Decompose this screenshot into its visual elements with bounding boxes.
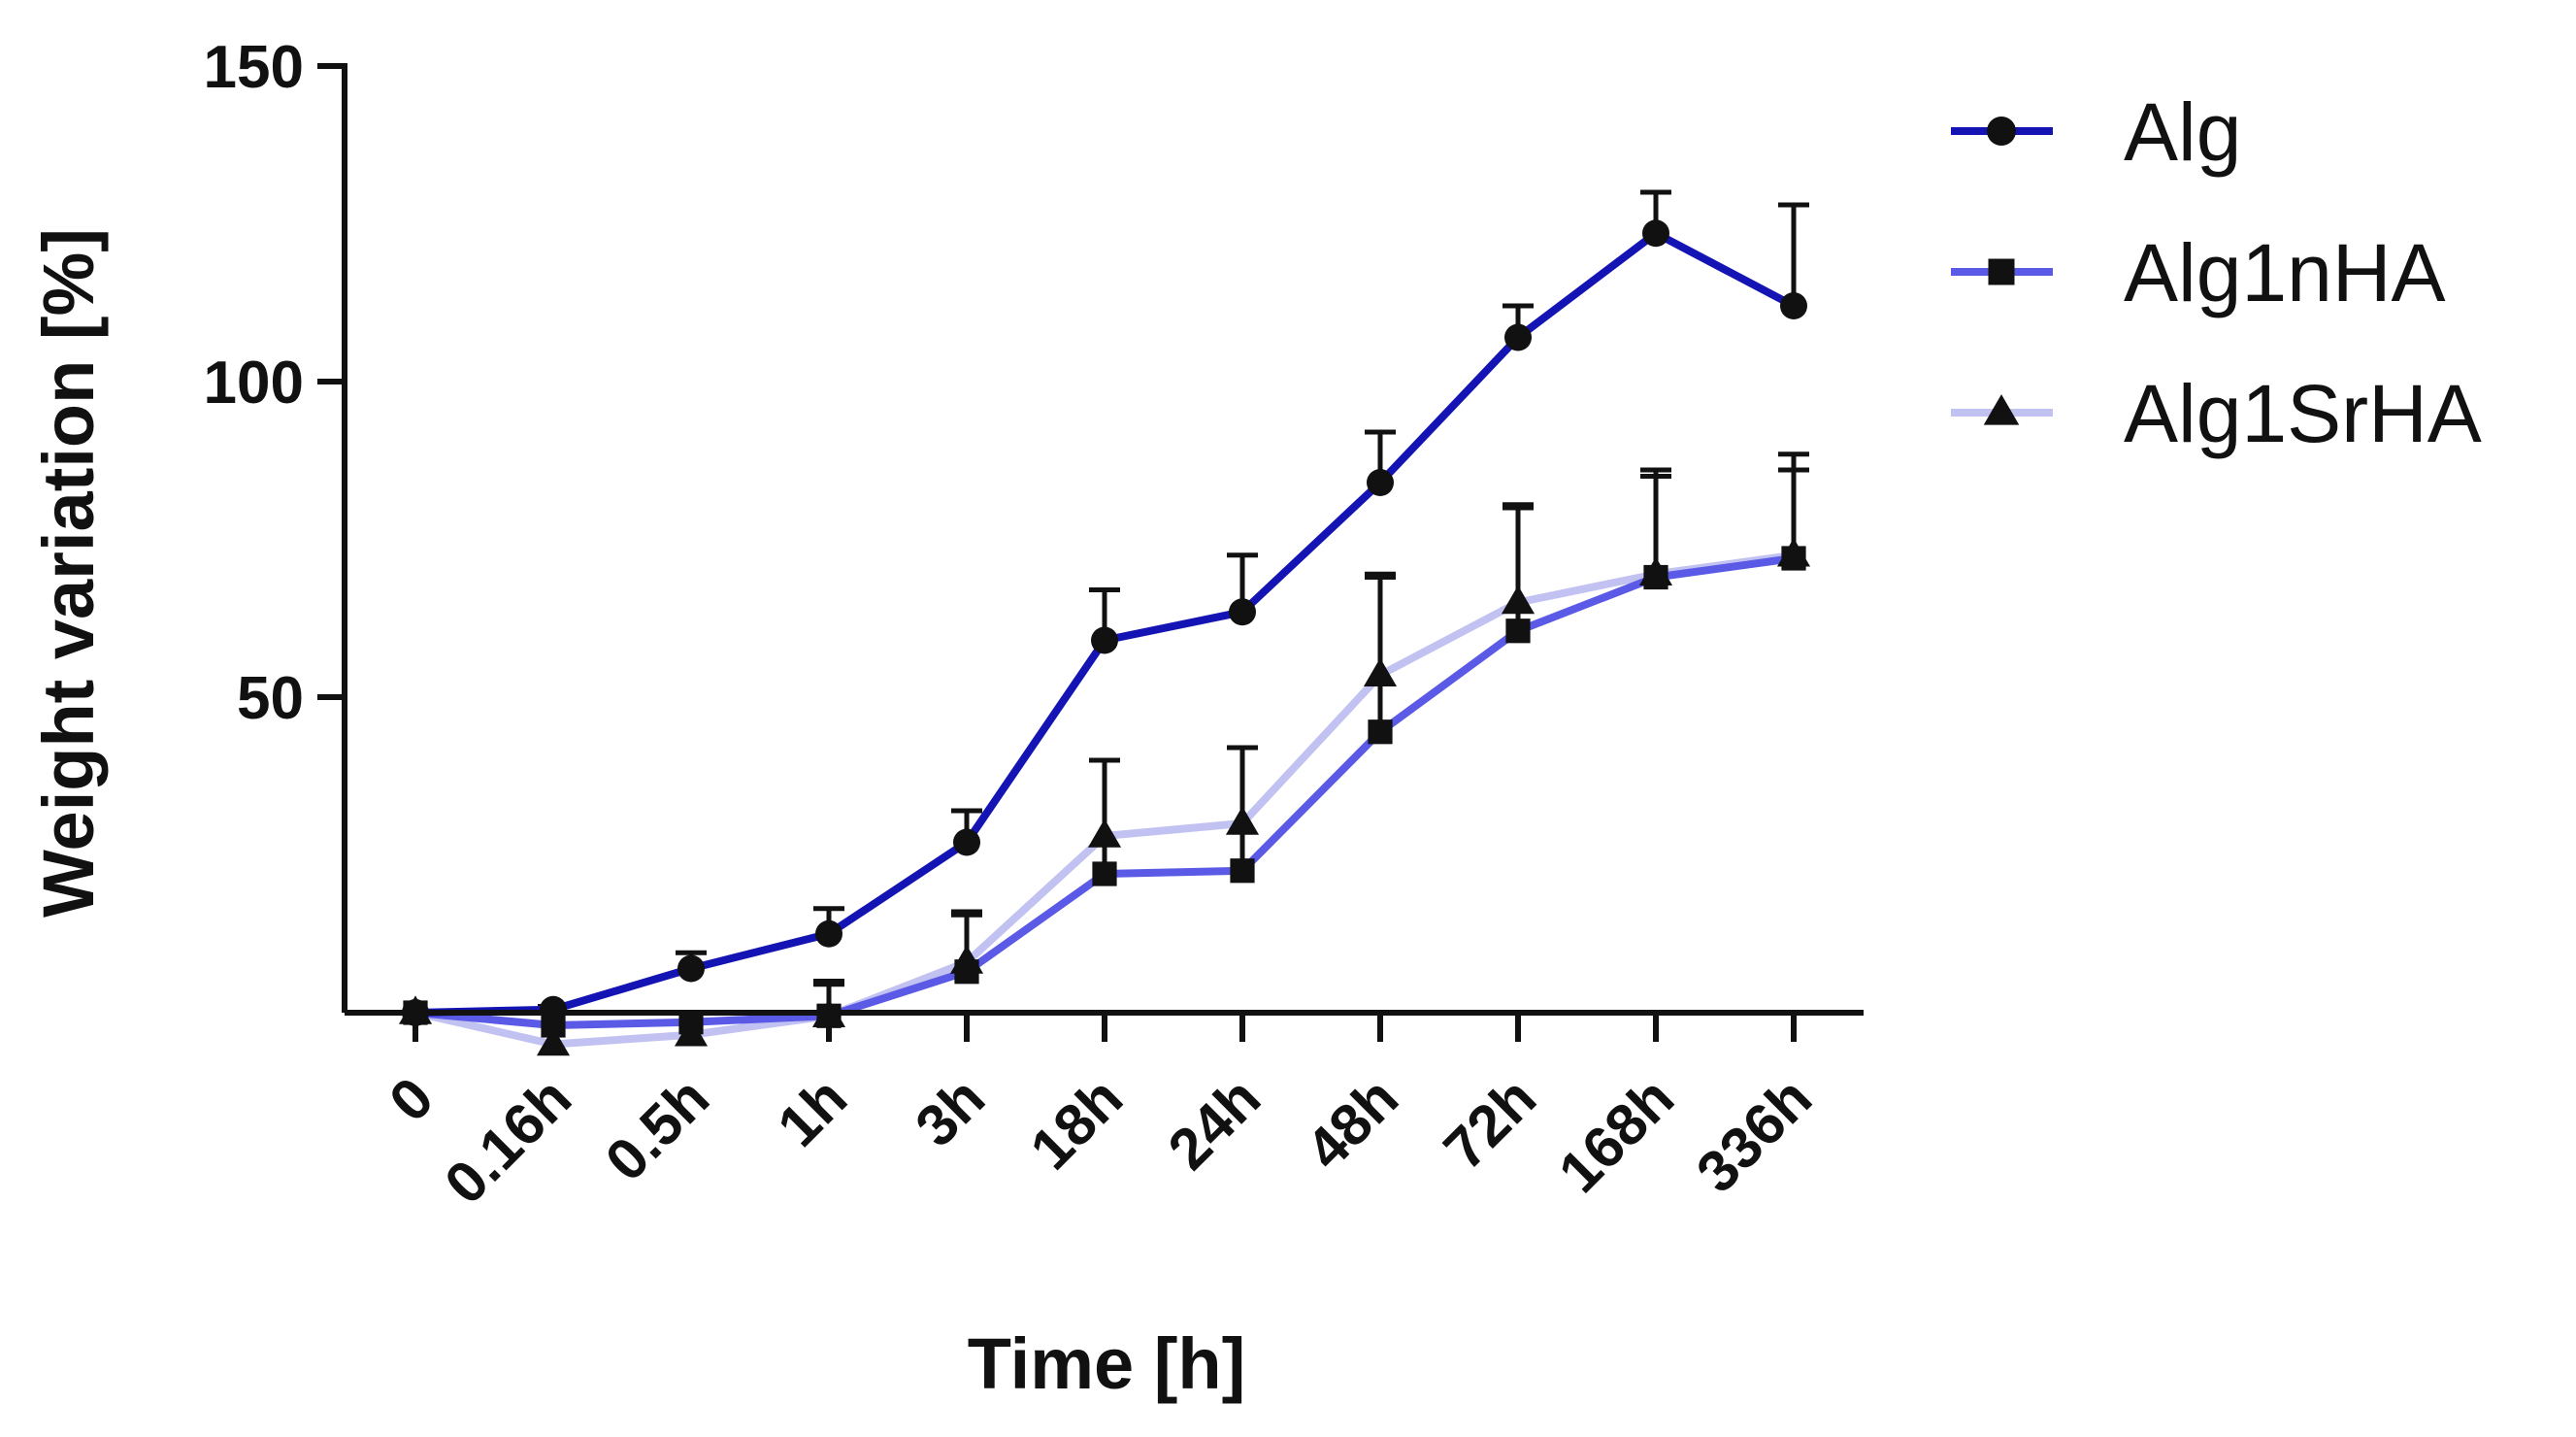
legend-label: Alg1SrHA — [2124, 368, 2482, 459]
data-point — [1229, 598, 1256, 626]
legend: Alg Alg1nHA Alg1SrHA — [1951, 86, 2482, 459]
data-point — [815, 919, 842, 948]
data-point — [540, 995, 567, 1023]
data-point — [1092, 861, 1117, 886]
series-markers — [398, 219, 1811, 1056]
x-tick-label: 24h — [1156, 1065, 1272, 1182]
legend-label: Alg — [2124, 86, 2241, 178]
data-point — [1368, 719, 1393, 745]
x-tick-label: 0.16h — [432, 1065, 583, 1217]
data-point — [954, 959, 979, 985]
data-point — [1367, 469, 1394, 496]
x-tick-label: 48h — [1294, 1065, 1410, 1182]
data-point — [1225, 806, 1260, 835]
x-tick-label: 336h — [1684, 1065, 1824, 1205]
x-tick-label: 72h — [1432, 1065, 1548, 1182]
y-axis-title: Weight variation [%] — [28, 228, 109, 918]
data-point — [1643, 564, 1668, 590]
x-tick-label: 168h — [1546, 1065, 1686, 1205]
data-point — [677, 954, 705, 983]
legend-marker — [1983, 394, 2020, 425]
x-tick-label: 18h — [1018, 1065, 1135, 1182]
data-point — [1504, 323, 1532, 351]
y-tick-label: 150 — [204, 34, 304, 101]
axes: 50 100 150 00.16h 0.5h 1h 3h 18h 24h 48h 72h168h33… — [204, 34, 1864, 1217]
legend-marker — [1988, 258, 2015, 285]
data-point — [953, 828, 980, 856]
y-tick-label: 100 — [204, 350, 304, 417]
data-point — [1087, 819, 1122, 848]
x-tick-label: 1h — [765, 1065, 859, 1159]
data-point — [1781, 546, 1806, 571]
error-bars — [538, 189, 1809, 1017]
data-point — [1363, 657, 1398, 687]
data-point — [1091, 626, 1118, 654]
data-point — [1501, 585, 1536, 615]
y-tick-label: 50 — [237, 665, 304, 732]
data-point — [1505, 618, 1531, 644]
data-point — [1230, 858, 1255, 884]
legend-marker — [1987, 117, 2016, 146]
x-tick-label: 3h — [903, 1065, 997, 1159]
data-point — [1642, 219, 1669, 248]
legend-label: Alg1nHA — [2124, 227, 2446, 318]
data-point — [1780, 292, 1807, 319]
x-tick-label: 0 — [377, 1065, 446, 1134]
x-tick-label: 0.5h — [593, 1065, 721, 1193]
x-axis-title: Time [h] — [968, 1323, 1245, 1404]
